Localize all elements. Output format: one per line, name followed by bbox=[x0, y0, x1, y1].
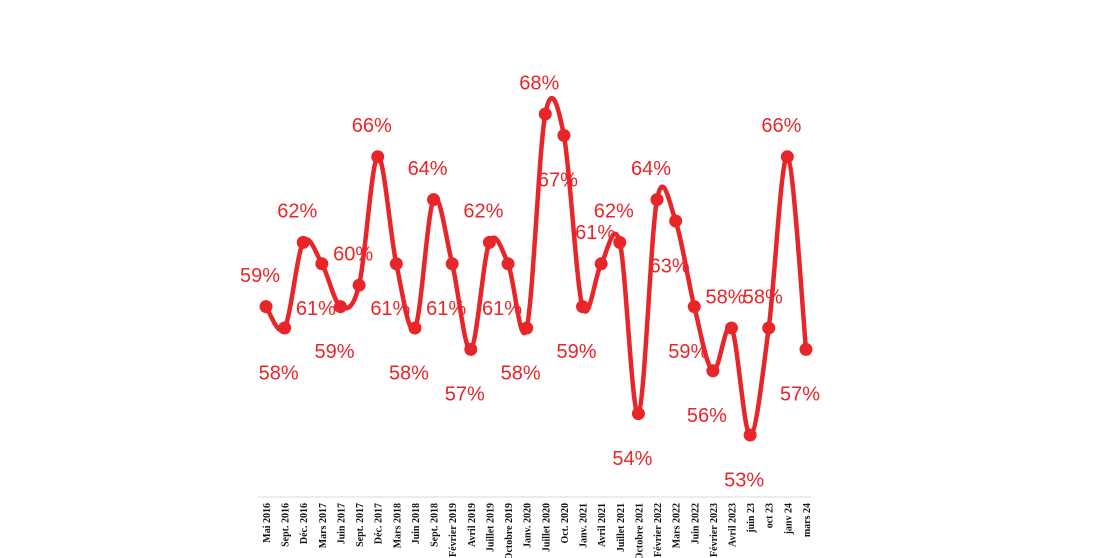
x-tick-label: Avril 2019 bbox=[467, 503, 478, 547]
x-tick-label: Sept. 2018 bbox=[430, 503, 441, 547]
x-tick-label: Déc. 2016 bbox=[299, 503, 310, 544]
data-point bbox=[333, 300, 347, 314]
data-point bbox=[296, 235, 310, 249]
data-label: 61% bbox=[482, 298, 522, 320]
data-label: 58% bbox=[705, 286, 745, 308]
data-point bbox=[538, 107, 552, 121]
data-point bbox=[259, 300, 273, 314]
x-tick-label: mars 24 bbox=[802, 503, 813, 537]
data-point bbox=[408, 321, 422, 335]
data-point bbox=[557, 128, 571, 142]
x-tick-label: juin 23 bbox=[746, 503, 757, 534]
data-point bbox=[389, 257, 403, 271]
x-tick-label: Octobre 2019 bbox=[504, 503, 515, 558]
data-point bbox=[520, 321, 534, 335]
data-point bbox=[687, 300, 701, 314]
data-point bbox=[482, 235, 496, 249]
x-tick-label: Juillet 2020 bbox=[541, 503, 552, 552]
x-tick-label: Juillet 2019 bbox=[485, 503, 496, 552]
data-point bbox=[631, 407, 645, 421]
data-labels: 59%58%62%61%59%60%66%61%58%64%61%57%62%6… bbox=[240, 72, 820, 491]
data-label: 68% bbox=[519, 72, 559, 94]
data-label: 66% bbox=[352, 115, 392, 137]
data-point bbox=[613, 235, 627, 249]
x-tick-label: Sept. 2016 bbox=[281, 503, 292, 547]
data-label: 66% bbox=[761, 115, 801, 137]
x-tick-label: Mars 2017 bbox=[318, 503, 329, 548]
data-point bbox=[352, 278, 366, 292]
data-label: 56% bbox=[687, 405, 727, 427]
x-tick-label: Juillet 2021 bbox=[616, 503, 627, 552]
data-label: 58% bbox=[259, 362, 299, 384]
data-label: 59% bbox=[668, 341, 708, 363]
data-label: 57% bbox=[445, 384, 485, 406]
data-points bbox=[259, 107, 813, 442]
x-tick-label: Avril 2021 bbox=[597, 503, 608, 547]
data-point bbox=[799, 342, 813, 356]
data-label: 61% bbox=[296, 298, 336, 320]
x-tick-label: Février 2019 bbox=[448, 503, 459, 557]
x-tick-label: Mars 2022 bbox=[672, 503, 683, 548]
x-tick-label: Juin 2018 bbox=[411, 503, 422, 544]
data-label: 63% bbox=[650, 255, 690, 277]
data-point bbox=[762, 321, 776, 335]
x-tick-label: Janv. 2021 bbox=[579, 503, 590, 548]
data-point bbox=[669, 214, 683, 228]
x-tick-label: Oct. 2020 bbox=[560, 503, 571, 544]
data-label: 61% bbox=[575, 222, 615, 244]
series-line bbox=[263, 96, 809, 438]
data-point bbox=[464, 342, 478, 356]
x-tick-label: Octobre 2021 bbox=[634, 503, 645, 558]
x-tick-label: Juin 2022 bbox=[690, 503, 701, 544]
x-tick-label: oct 23 bbox=[765, 503, 776, 528]
data-label: 59% bbox=[314, 341, 354, 363]
data-label: 59% bbox=[557, 341, 597, 363]
x-tick-label: Février 2023 bbox=[709, 503, 720, 557]
data-point bbox=[315, 257, 329, 271]
data-label: 54% bbox=[612, 448, 652, 470]
x-tick-label: Sept. 2017 bbox=[355, 503, 366, 547]
data-point bbox=[780, 150, 794, 164]
data-label: 53% bbox=[724, 469, 764, 491]
data-label: 62% bbox=[463, 201, 503, 223]
data-label: 60% bbox=[333, 243, 373, 265]
data-point bbox=[371, 150, 385, 164]
x-tick-label: Mars 2018 bbox=[392, 503, 403, 548]
data-point bbox=[427, 193, 441, 207]
data-label: 64% bbox=[631, 158, 671, 180]
data-label: 59% bbox=[240, 265, 280, 287]
data-point bbox=[743, 428, 757, 442]
data-point bbox=[650, 193, 664, 207]
x-tick-label: Juin 2017 bbox=[337, 503, 348, 544]
data-point bbox=[725, 321, 738, 335]
data-point bbox=[278, 321, 292, 335]
data-label: 58% bbox=[501, 362, 541, 384]
x-tick-label: Mai 2016 bbox=[262, 503, 273, 543]
data-label: 58% bbox=[389, 362, 429, 384]
data-label: 62% bbox=[594, 201, 634, 223]
x-tick-labels: Mai 2016 Sept. 2016 Déc. 2016 Mars 2017 Juin… bbox=[262, 503, 813, 558]
data-point bbox=[594, 257, 608, 271]
x-tick-label: Janv. 2020 bbox=[523, 503, 534, 548]
x-tick-label: Avril 2023 bbox=[728, 503, 739, 547]
data-point bbox=[706, 364, 720, 378]
data-label: 58% bbox=[743, 286, 783, 308]
x-tick-label: janv 24 bbox=[783, 503, 794, 535]
data-label: 61% bbox=[370, 298, 410, 320]
data-label: 64% bbox=[408, 158, 448, 180]
data-label: 62% bbox=[277, 201, 317, 223]
data-point bbox=[576, 300, 590, 314]
x-tick-label: Déc. 2017 bbox=[374, 503, 385, 544]
data-label: 61% bbox=[426, 298, 466, 320]
data-point bbox=[501, 257, 515, 271]
data-label: 67% bbox=[538, 170, 578, 192]
data-point bbox=[445, 257, 459, 271]
data-label: 57% bbox=[780, 384, 820, 406]
x-tick-label: Février 2022 bbox=[653, 503, 664, 557]
